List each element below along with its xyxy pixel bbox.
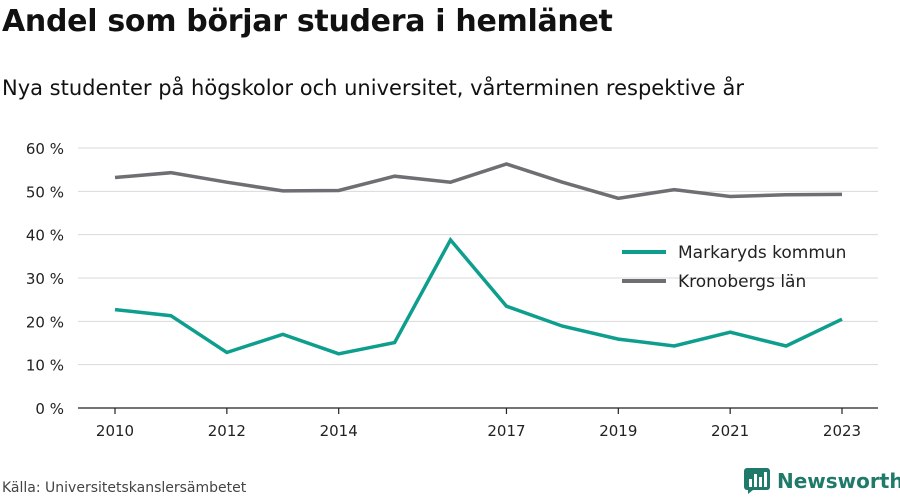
- series-line-1: [114, 236, 843, 356]
- x-tick-label: 2012: [208, 422, 246, 440]
- x-tick-label: 2010: [96, 422, 134, 440]
- brand-name: Newsworthy: [777, 469, 900, 493]
- brand-logo[interactable]: Newsworthy: [744, 468, 900, 494]
- x-tick-label: 2023: [823, 422, 861, 440]
- y-tick-label: 60 %: [26, 140, 64, 158]
- y-tick-label: 20 %: [26, 313, 64, 331]
- legend-label: Markaryds kommun: [678, 243, 846, 263]
- y-tick-label: 0 %: [35, 400, 64, 418]
- legend-label: Kronobergs län: [678, 272, 806, 292]
- x-tick-label: 2021: [711, 422, 749, 440]
- chart-title: Andel som börjar studera i hemlänet: [2, 4, 613, 39]
- y-tick-label: 40 %: [26, 227, 64, 245]
- newsworthy-logo-icon: [744, 468, 770, 494]
- y-tick-label: 50 %: [26, 183, 64, 201]
- line-chart: 0 % 10 % 20 % 30 % 40 % 50 % 60 % 2010 2012 2014 2…: [26, 140, 878, 440]
- x-tick-label: 2019: [599, 422, 637, 440]
- source-note: Källa: Universitetskanslersämbetet: [2, 480, 247, 496]
- chart-subtitle: Nya studenter på högskolor och universit…: [2, 76, 744, 100]
- series-line-2: [114, 162, 843, 201]
- x-tick-label: 2017: [487, 422, 525, 440]
- y-tick-label: 10 %: [26, 357, 64, 375]
- y-tick-label: 30 %: [26, 270, 64, 288]
- x-tick-label: 2014: [320, 422, 358, 440]
